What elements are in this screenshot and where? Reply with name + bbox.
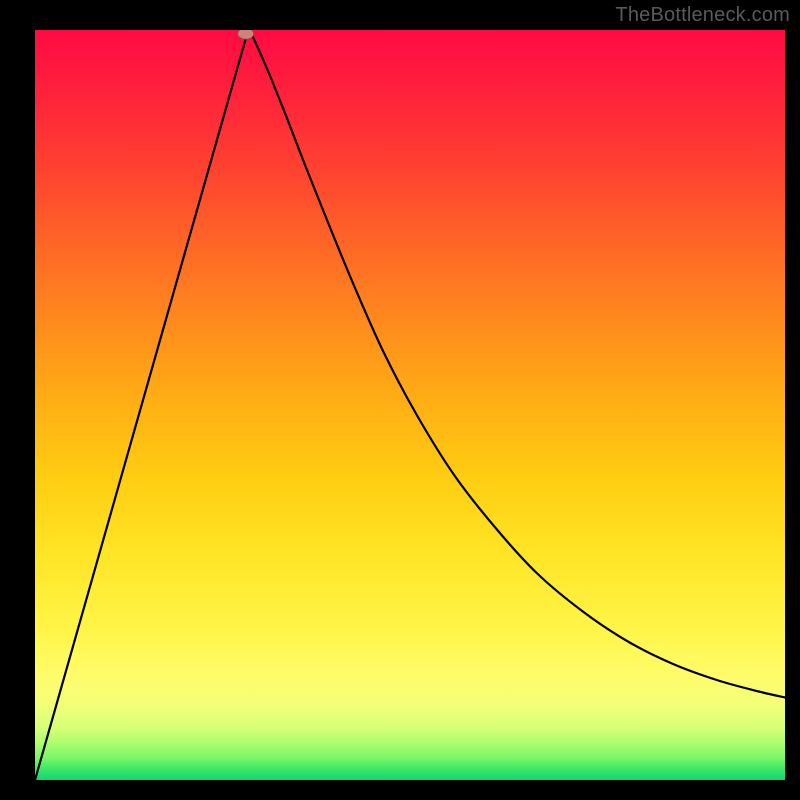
- watermark-text: TheBottleneck.com: [615, 4, 790, 27]
- chart-frame: [0, 0, 800, 800]
- vertex-marker: [238, 30, 254, 39]
- plot-area: [35, 30, 785, 780]
- chart-svg: [35, 30, 785, 780]
